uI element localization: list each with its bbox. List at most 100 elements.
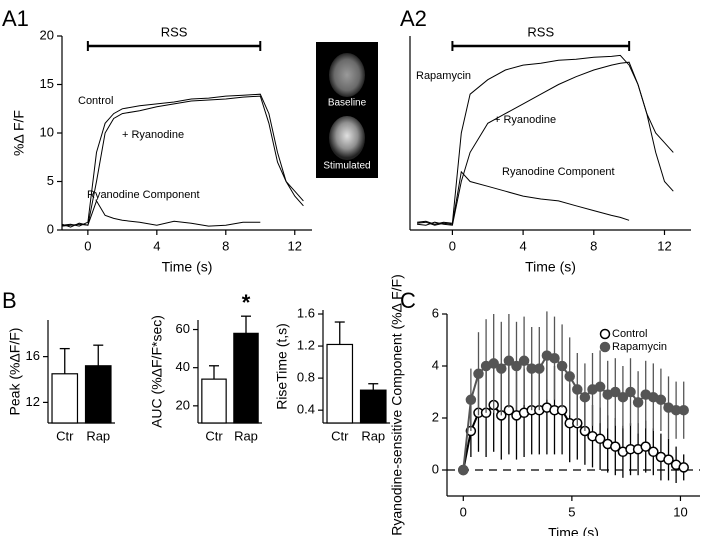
series-label: Ryanodine Component	[502, 166, 615, 178]
marker	[663, 454, 674, 465]
x-tick-label: Rap	[361, 428, 385, 443]
y-tick-label: 0.8	[297, 370, 315, 385]
x-tick-label: Ctr	[56, 428, 74, 443]
x-tick-label: Ctr	[205, 428, 223, 443]
marker	[625, 386, 636, 398]
x-tick-label: 12	[288, 238, 302, 253]
inset-image	[329, 53, 365, 97]
marker	[496, 363, 507, 374]
x-tick-label: 8	[590, 238, 597, 253]
panel-label: C	[400, 288, 416, 313]
x-tick-label: Rap	[86, 428, 110, 443]
marker	[556, 360, 568, 372]
y-tick-label: 16	[26, 348, 40, 363]
x-tick-label: 0	[449, 238, 456, 253]
y-axis-label: AUC (%ΔF/F*sec)	[149, 315, 165, 428]
y-tick-label: 5	[47, 173, 54, 188]
series-line	[61, 95, 304, 227]
marker	[640, 441, 651, 452]
legend-label: Rapamycin	[612, 341, 667, 353]
y-axis-label: %Δ F/F	[11, 110, 27, 156]
y-tick-label: 15	[40, 76, 54, 91]
x-tick-label: 4	[153, 238, 160, 253]
marker	[678, 404, 689, 416]
y-tick-label: 60	[176, 321, 190, 336]
marker	[610, 386, 621, 398]
series-label: Control	[78, 95, 113, 107]
marker	[518, 355, 530, 367]
x-tick-label: Rap	[234, 428, 258, 443]
y-tick-label: 20	[40, 27, 54, 42]
series-label: Rapamycin	[416, 70, 471, 82]
y-tick-label: 0	[432, 461, 439, 476]
series-line	[61, 199, 261, 228]
y-tick-label: 12	[26, 394, 40, 409]
panel-label: A2	[400, 6, 427, 31]
marker	[617, 391, 629, 403]
x-tick-label: 12	[657, 238, 671, 253]
series-line	[61, 93, 304, 227]
marker	[458, 464, 469, 476]
inset-label: Stimulated	[323, 161, 370, 172]
marker	[678, 462, 689, 473]
series-line	[417, 61, 674, 226]
annotation: *	[242, 290, 251, 315]
y-tick-label: 0	[47, 221, 54, 236]
y-tick-label: 1.2	[297, 338, 315, 353]
x-tick-label: 10	[673, 504, 687, 519]
marker	[488, 358, 499, 369]
inset-image	[329, 116, 365, 160]
marker	[511, 360, 522, 372]
y-tick-label: 0.4	[297, 402, 315, 417]
marker	[655, 394, 667, 406]
series-label: + Ryanodine	[494, 114, 556, 126]
panel-label: A1	[2, 6, 29, 31]
marker	[503, 355, 515, 367]
marker	[579, 391, 591, 403]
y-tick-label: 1.6	[297, 305, 315, 320]
series-label: Ryanodine Component	[87, 189, 200, 201]
x-tick-label: 0	[460, 504, 467, 519]
y-tick-label: 6	[432, 305, 439, 320]
marker	[572, 384, 583, 395]
bar	[233, 332, 259, 424]
y-axis-label: Peak (%ΔF/F)	[7, 328, 23, 416]
marker	[465, 394, 477, 406]
y-axis-label: Ryanodine-sensitive Component (%Δ F/F)	[389, 274, 405, 535]
marker	[473, 368, 484, 380]
marker	[549, 352, 560, 364]
x-axis-label: Time (s)	[162, 259, 213, 275]
x-axis-label: Time (s)	[525, 259, 576, 275]
legend-label: Control	[612, 328, 647, 340]
marker	[648, 446, 659, 458]
y-tick-label: 10	[40, 124, 54, 139]
x-tick-label: 8	[222, 238, 229, 253]
marker	[610, 441, 621, 452]
x-tick-label: 0	[84, 238, 91, 253]
legend-marker	[599, 341, 611, 353]
marker	[632, 397, 644, 408]
bar	[359, 389, 387, 424]
marker	[594, 381, 606, 393]
series-label: + Ryanodine	[122, 129, 184, 141]
inset-label: Baseline	[328, 98, 367, 109]
y-tick-label: 40	[176, 359, 190, 374]
marker	[594, 433, 606, 445]
bar	[51, 373, 79, 424]
y-tick-label: 2	[432, 409, 439, 424]
bar	[326, 343, 354, 424]
y-tick-label: 20	[176, 397, 190, 412]
stimulus-label: RSS	[527, 24, 554, 39]
y-tick-label: 4	[432, 357, 439, 372]
x-tick-label: 4	[519, 238, 526, 253]
y-axis-label: RiseTime (t,s)	[274, 323, 290, 410]
marker	[564, 371, 575, 382]
inset: Baseline Stimulated	[316, 42, 378, 178]
x-axis-label: Time (s)	[548, 525, 599, 536]
panel-label: B	[2, 288, 17, 313]
x-tick-label: Ctr	[331, 428, 349, 443]
legend-marker	[599, 328, 611, 340]
marker	[534, 363, 545, 374]
